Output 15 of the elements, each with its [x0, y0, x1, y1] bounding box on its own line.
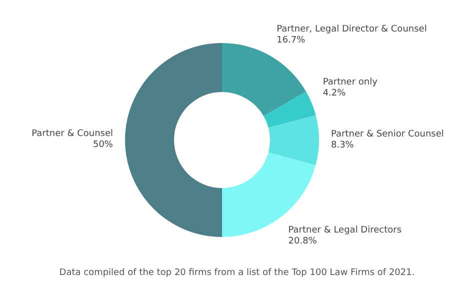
- text: Data compiled of the top 20 firms from a list of the Top 100 Law Firms of 2021.: [58, 268, 416, 278]
- data-label: 16.7%: [276, 36, 306, 46]
- donut-slice: [125, 43, 222, 237]
- slice-label: Partner only: [322, 78, 378, 88]
- donut-slice: [264, 92, 316, 128]
- slice-label: Partner & Counsel: [32, 129, 113, 139]
- donut-slice: [222, 43, 306, 116]
- slice-label: Partner & Legal Directors: [288, 226, 402, 236]
- slice-label: Partner, Legal Director & Counsel: [276, 24, 427, 35]
- slice-label: Partner & Senior Counsel: [331, 129, 444, 140]
- data-label: 8.3%: [331, 140, 354, 150]
- data-label: 50%: [92, 140, 114, 150]
- data-label: 4.2%: [322, 88, 346, 99]
- donut-slice: [268, 115, 319, 166]
- data-label: 20.8%: [288, 236, 318, 247]
